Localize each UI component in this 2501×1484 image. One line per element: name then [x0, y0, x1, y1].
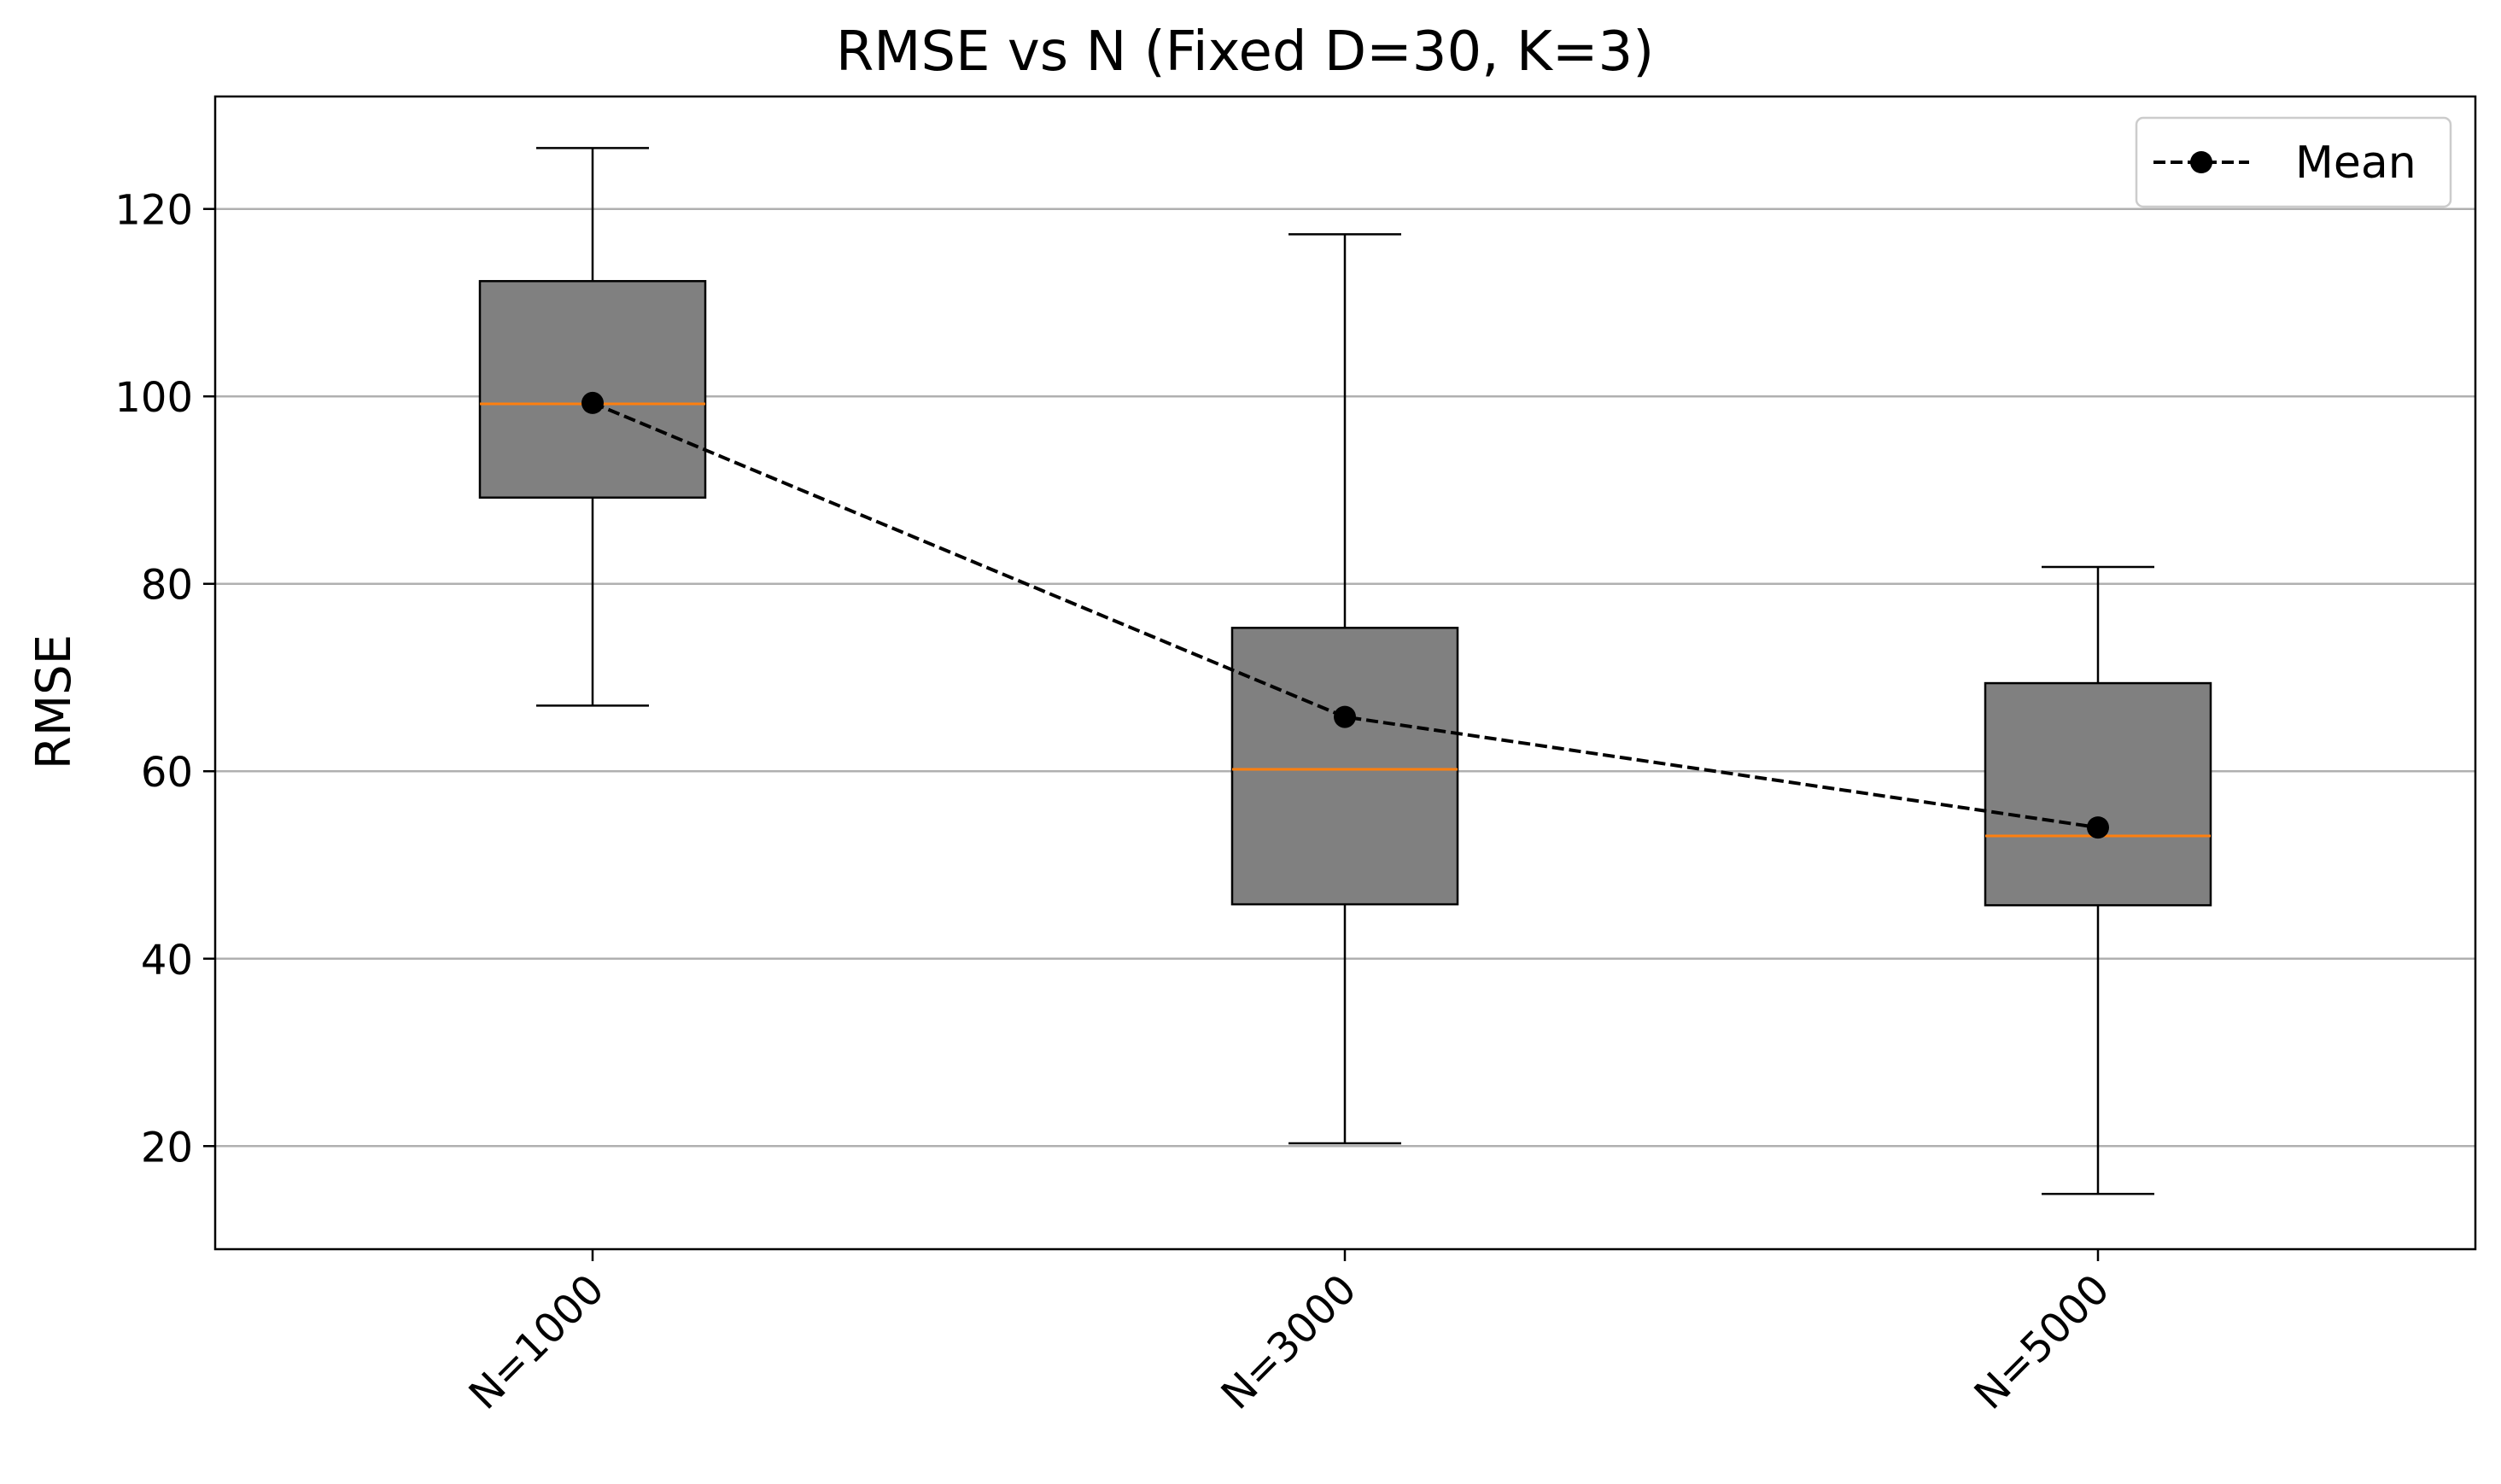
legend-mean-label: Mean — [2295, 137, 2416, 189]
iqr-box-2 — [1230, 627, 1459, 906]
iqr-box-1 — [478, 279, 707, 500]
y-tick-label-40: 40 — [141, 937, 193, 984]
box-plots — [478, 147, 2212, 1195]
box-1 — [478, 147, 707, 707]
mean-point-3 — [2087, 816, 2109, 839]
legend-mean-marker — [2190, 151, 2212, 173]
y-tick-label-100: 100 — [114, 374, 193, 422]
x-tick-label-1: N=1000 — [460, 1265, 614, 1419]
iqr-box-3 — [1984, 681, 2212, 907]
y-tick-label-20: 20 — [141, 1124, 193, 1171]
axes: 20 40 60 80 100 120 N=1000 N=3000 N=5000 — [114, 187, 2118, 1419]
box-3 — [1984, 565, 2212, 1195]
y-axis-label: RMSE — [26, 634, 82, 769]
box-2 — [1230, 233, 1459, 1145]
mean-line — [592, 401, 2099, 830]
y-tick-label-60: 60 — [141, 749, 193, 797]
legend: Mean — [2135, 116, 2452, 208]
y-tick-label-120: 120 — [114, 187, 193, 235]
x-tick-label-2: N=3000 — [1213, 1265, 1366, 1419]
x-tick-label-3: N=5000 — [1966, 1265, 2119, 1419]
chart-title: RMSE vs N (Fixed D=30, K=3) — [836, 20, 1654, 84]
mean-series — [581, 391, 2109, 839]
mean-point-1 — [581, 391, 604, 414]
mean-point-2 — [1334, 705, 1356, 728]
legend-box — [2135, 116, 2452, 208]
y-tick-label-80: 80 — [141, 562, 193, 610]
